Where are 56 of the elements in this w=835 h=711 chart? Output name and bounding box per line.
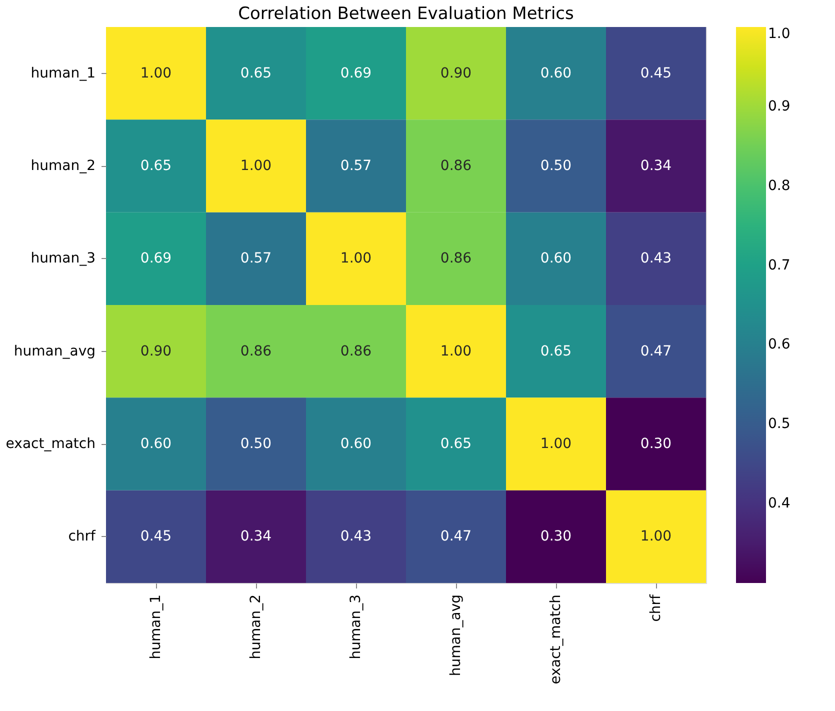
y-tick-label: chrf [68, 528, 97, 545]
data-label: 0.65 [140, 158, 172, 174]
color-bar-label: 0.7 [768, 257, 790, 274]
data-label: 0.60 [540, 250, 572, 267]
x-tick-label: exact_match [548, 594, 564, 684]
data-label: 0.69 [340, 65, 372, 82]
color-bar-label: 0.6 [768, 336, 790, 353]
data-label: 0.57 [340, 158, 372, 174]
y-tick-label: exact_match [6, 436, 96, 452]
data-label: 1.00 [340, 250, 372, 267]
data-label: 0.65 [240, 65, 272, 82]
data-label: 0.57 [240, 250, 272, 267]
data-label: 1.00 [540, 436, 572, 452]
x-tick-label: human_avg [448, 594, 464, 676]
y-tick-label: human_2 [30, 158, 96, 174]
color-bar-label: 1.0 [768, 26, 790, 42]
data-label: 0.30 [540, 528, 572, 545]
y-tick-label: human_avg [14, 343, 96, 360]
x-tick-label: human_3 [348, 594, 364, 660]
data-label: 0.86 [340, 343, 372, 360]
data-label: 1.00 [440, 343, 472, 360]
data-label: 0.65 [440, 436, 472, 452]
data-label: 0.60 [540, 65, 572, 82]
x-tick-label: human_2 [248, 594, 264, 660]
data-label: 0.43 [640, 250, 672, 267]
x-tick-label: chrf [648, 593, 664, 622]
data-label: 0.47 [440, 528, 472, 545]
data-label: 0.60 [140, 436, 172, 452]
data-label: 0.86 [440, 158, 472, 174]
data-label: 0.34 [240, 528, 272, 545]
color-bar-label: 0.4 [768, 496, 790, 512]
color-bar-label: 0.9 [768, 98, 790, 114]
data-label: 1.00 [140, 65, 172, 82]
chart-title: Correlation Between Evaluation Metrics [238, 4, 574, 24]
color-bar-label: 0.8 [768, 178, 790, 194]
data-label: 0.90 [440, 65, 472, 82]
y-tick-label: human_3 [30, 250, 96, 267]
data-label: 0.60 [340, 436, 372, 452]
data-label: 0.86 [440, 250, 472, 267]
data-label: 0.45 [640, 65, 672, 82]
y-tick-label: human_1 [30, 65, 96, 82]
data-label: 0.69 [140, 250, 172, 267]
x-tick-label: human_1 [148, 594, 164, 660]
data-label: 0.45 [140, 528, 172, 545]
data-label: 1.00 [240, 158, 272, 174]
data-label: 1.00 [640, 528, 672, 545]
data-label: 0.30 [640, 436, 672, 452]
data-label: 0.50 [540, 158, 572, 174]
data-label: 0.65 [540, 343, 572, 360]
data-label: 0.50 [240, 436, 272, 452]
color-bar-label: 0.5 [768, 416, 790, 432]
data-label: 0.86 [240, 343, 272, 360]
data-label: 0.34 [640, 158, 672, 174]
data-label: 0.90 [140, 343, 172, 360]
data-label: 0.43 [340, 528, 372, 545]
data-label: 0.47 [640, 343, 672, 360]
